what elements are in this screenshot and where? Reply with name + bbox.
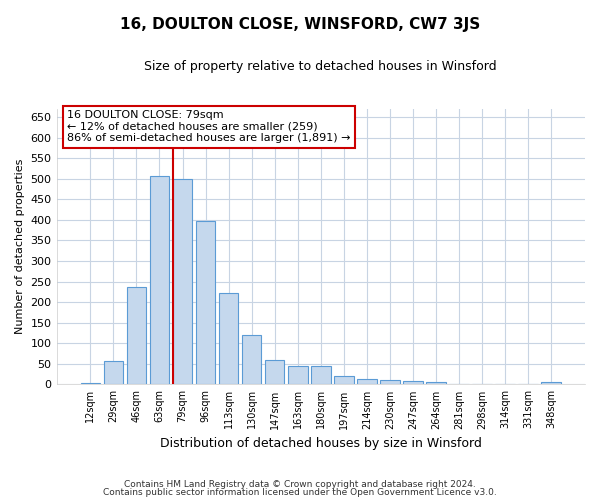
- Bar: [357, 379, 377, 384]
- Bar: [541, 382, 561, 384]
- Bar: [426, 382, 446, 384]
- Bar: [196, 221, 215, 384]
- X-axis label: Distribution of detached houses by size in Winsford: Distribution of detached houses by size …: [160, 437, 482, 450]
- Text: 16 DOULTON CLOSE: 79sqm
← 12% of detached houses are smaller (259)
86% of semi-d: 16 DOULTON CLOSE: 79sqm ← 12% of detache…: [67, 110, 350, 144]
- Title: Size of property relative to detached houses in Winsford: Size of property relative to detached ho…: [145, 60, 497, 73]
- Bar: [311, 366, 331, 384]
- Bar: [219, 293, 238, 384]
- Bar: [403, 381, 423, 384]
- Bar: [104, 361, 123, 384]
- Bar: [288, 366, 308, 384]
- Bar: [334, 376, 353, 384]
- Bar: [173, 179, 193, 384]
- Bar: [265, 360, 284, 384]
- Bar: [242, 335, 262, 384]
- Text: Contains public sector information licensed under the Open Government Licence v3: Contains public sector information licen…: [103, 488, 497, 497]
- Y-axis label: Number of detached properties: Number of detached properties: [15, 159, 25, 334]
- Text: Contains HM Land Registry data © Crown copyright and database right 2024.: Contains HM Land Registry data © Crown c…: [124, 480, 476, 489]
- Bar: [149, 176, 169, 384]
- Bar: [80, 383, 100, 384]
- Bar: [380, 380, 400, 384]
- Bar: [127, 287, 146, 384]
- Text: 16, DOULTON CLOSE, WINSFORD, CW7 3JS: 16, DOULTON CLOSE, WINSFORD, CW7 3JS: [120, 18, 480, 32]
